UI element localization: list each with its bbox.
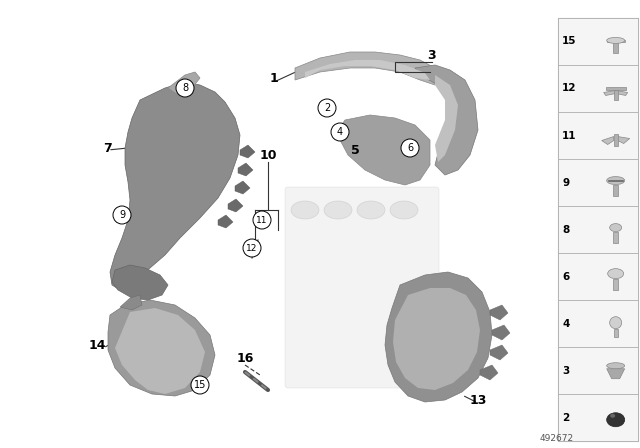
- Text: 11: 11: [256, 215, 268, 224]
- Polygon shape: [238, 163, 253, 176]
- Text: 11: 11: [562, 130, 577, 141]
- Bar: [613, 185, 618, 196]
- FancyBboxPatch shape: [285, 187, 439, 388]
- Ellipse shape: [324, 201, 352, 219]
- Polygon shape: [295, 52, 440, 85]
- Text: 9: 9: [119, 210, 125, 220]
- Text: 6: 6: [407, 143, 413, 153]
- Bar: [558, 394, 638, 441]
- Circle shape: [113, 206, 131, 224]
- Polygon shape: [604, 90, 616, 95]
- Ellipse shape: [357, 201, 385, 219]
- Text: 16: 16: [236, 352, 253, 365]
- Text: 2: 2: [562, 413, 570, 423]
- Ellipse shape: [607, 413, 625, 427]
- Bar: [613, 43, 618, 53]
- Bar: [613, 279, 618, 290]
- Bar: [558, 159, 638, 206]
- Bar: [558, 112, 638, 159]
- Polygon shape: [115, 308, 205, 394]
- Polygon shape: [120, 295, 142, 310]
- Circle shape: [191, 376, 209, 394]
- Text: 10: 10: [259, 148, 276, 161]
- Polygon shape: [228, 199, 243, 212]
- Polygon shape: [338, 115, 430, 185]
- Text: 12: 12: [246, 244, 258, 253]
- Bar: [558, 347, 638, 394]
- Bar: [613, 232, 618, 243]
- Polygon shape: [618, 137, 630, 143]
- Text: 6: 6: [562, 271, 570, 282]
- Polygon shape: [110, 82, 240, 290]
- Bar: [614, 329, 618, 337]
- Bar: [558, 253, 638, 300]
- Text: 15: 15: [562, 36, 577, 47]
- Text: 2: 2: [324, 103, 330, 113]
- Text: 8: 8: [562, 224, 570, 235]
- Circle shape: [318, 99, 336, 117]
- Polygon shape: [235, 181, 250, 194]
- Text: 4: 4: [337, 127, 343, 137]
- Bar: [558, 18, 638, 441]
- Polygon shape: [490, 305, 508, 320]
- Polygon shape: [602, 137, 614, 145]
- Circle shape: [331, 123, 349, 141]
- Polygon shape: [435, 75, 458, 162]
- Polygon shape: [492, 325, 510, 340]
- Text: 15: 15: [194, 380, 206, 390]
- Ellipse shape: [607, 363, 625, 369]
- Bar: [558, 18, 638, 65]
- Polygon shape: [108, 300, 215, 396]
- Polygon shape: [305, 60, 430, 80]
- Circle shape: [610, 317, 621, 329]
- Polygon shape: [218, 215, 233, 228]
- Ellipse shape: [607, 177, 625, 185]
- Polygon shape: [240, 145, 255, 158]
- Polygon shape: [393, 288, 480, 390]
- Circle shape: [176, 79, 194, 97]
- Text: 4: 4: [562, 319, 570, 329]
- Polygon shape: [385, 272, 492, 402]
- Bar: [558, 206, 638, 253]
- Polygon shape: [607, 40, 625, 43]
- Polygon shape: [605, 87, 626, 90]
- Polygon shape: [607, 369, 625, 379]
- Text: 14: 14: [88, 339, 106, 352]
- Text: 13: 13: [469, 393, 486, 406]
- Polygon shape: [112, 265, 168, 300]
- Polygon shape: [490, 345, 508, 360]
- Text: 1: 1: [269, 72, 278, 85]
- Text: 3: 3: [428, 48, 436, 61]
- Circle shape: [401, 139, 419, 157]
- Bar: [558, 65, 638, 112]
- Ellipse shape: [610, 414, 615, 418]
- Bar: [558, 300, 638, 347]
- Polygon shape: [616, 90, 628, 95]
- Text: 9: 9: [562, 177, 569, 188]
- Text: 492672: 492672: [540, 434, 574, 443]
- Text: 12: 12: [562, 83, 577, 94]
- Ellipse shape: [291, 201, 319, 219]
- Polygon shape: [480, 365, 498, 380]
- Text: 5: 5: [351, 143, 360, 156]
- Bar: [614, 90, 618, 100]
- Polygon shape: [415, 65, 478, 175]
- Ellipse shape: [607, 38, 625, 43]
- Ellipse shape: [390, 201, 418, 219]
- Ellipse shape: [608, 269, 624, 279]
- Circle shape: [253, 211, 271, 229]
- Bar: [614, 134, 618, 146]
- Polygon shape: [168, 72, 200, 95]
- Text: 8: 8: [182, 83, 188, 93]
- Text: 7: 7: [104, 142, 113, 155]
- Text: 3: 3: [562, 366, 570, 376]
- Circle shape: [243, 239, 261, 257]
- Ellipse shape: [610, 224, 621, 232]
